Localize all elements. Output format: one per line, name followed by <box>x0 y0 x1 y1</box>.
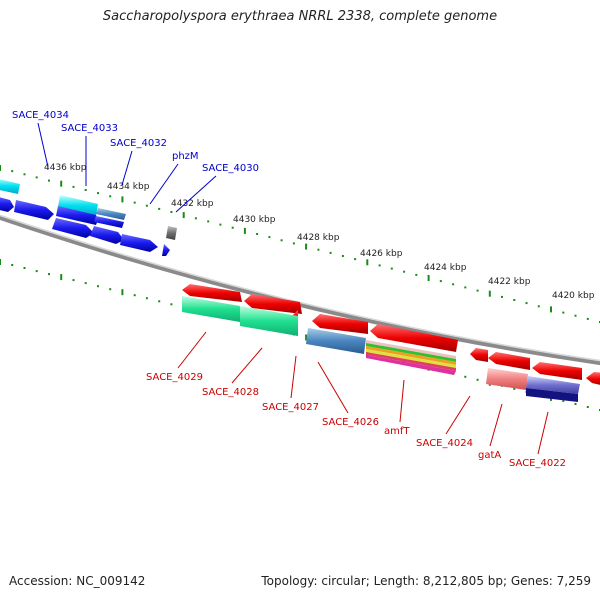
scale-label: 4434 kbp <box>107 182 150 192</box>
gene-arrow[interactable] <box>470 348 488 362</box>
scale-label: 4430 kbp <box>233 215 276 225</box>
scale-label: 4428 kbp <box>297 233 340 243</box>
gene-feature[interactable] <box>58 195 98 216</box>
scale-label: 4424 kbp <box>424 263 467 273</box>
gene-arrow[interactable] <box>312 314 368 334</box>
leader-line <box>489 403 503 447</box>
gene-arrow[interactable] <box>488 352 530 370</box>
gene-label-sace-4026[interactable]: SACE_4026 <box>322 417 379 428</box>
reverse-genes <box>182 284 600 402</box>
gene-feature[interactable] <box>240 306 298 336</box>
gene-arrow[interactable] <box>56 206 98 225</box>
gene-label-gata[interactable]: gatA <box>478 450 501 461</box>
leader-line <box>149 163 179 205</box>
leader-line <box>317 361 349 414</box>
gene-arrow[interactable] <box>182 284 242 302</box>
bottom-leader-lines <box>177 331 549 455</box>
gene-feature[interactable] <box>0 178 20 194</box>
gene-label-sace-4029[interactable]: SACE_4029 <box>146 372 203 383</box>
bottom-gene-labels: SACE_4029 SACE_4028 SACE_4027 SACE_4026 … <box>146 372 566 469</box>
gene-arrow[interactable] <box>90 226 124 244</box>
leader-line <box>231 347 263 384</box>
gene-label-phzm[interactable]: phzM <box>172 151 199 162</box>
outer-scale-ticks <box>0 165 600 323</box>
scale-label: 4436 kbp <box>44 163 87 173</box>
gene-arrow[interactable] <box>0 196 14 212</box>
gene-feature[interactable] <box>486 368 528 390</box>
forward-genes <box>0 178 177 256</box>
scale-label: 4426 kbp <box>360 249 403 259</box>
top-gene-labels: SACE_4034 SACE_4033 SACE_4032 phzM SACE_… <box>12 110 259 174</box>
gene-arrow[interactable] <box>120 234 158 252</box>
gene-feature[interactable] <box>166 226 177 240</box>
gene-label-sace-4034[interactable]: SACE_4034 <box>12 110 69 121</box>
gene-label-sace-4032[interactable]: SACE_4032 <box>110 138 167 149</box>
gene-arrow[interactable] <box>532 362 582 380</box>
scale-label: 4422 kbp <box>488 277 531 287</box>
gene-label-sace-4030[interactable]: SACE_4030 <box>202 163 259 174</box>
leader-line <box>399 379 405 423</box>
gene-arrow[interactable] <box>370 324 458 352</box>
scale-label: 4420 kbp <box>552 291 595 301</box>
leader-line <box>445 395 471 435</box>
leader-line <box>537 411 549 455</box>
gene-feature[interactable] <box>306 328 366 354</box>
gene-label-amft[interactable]: amfT <box>384 426 410 437</box>
leader-line <box>37 122 49 168</box>
gene-arrow[interactable] <box>94 216 124 228</box>
gene-label-sace-4024[interactable]: SACE_4024 <box>416 438 473 449</box>
gene-feature[interactable] <box>526 376 580 394</box>
top-leader-lines <box>37 122 217 213</box>
gene-arrow[interactable] <box>586 372 600 386</box>
gene-feature-stripes[interactable] <box>366 340 456 375</box>
genome-summary-text: Topology: circular; Length: 8,212,805 bp… <box>261 574 591 588</box>
accession-text: Accession: NC_009142 <box>9 574 146 588</box>
map-title: Saccharopolyspora erythraea NRRL 2338, c… <box>102 9 498 24</box>
leader-line <box>175 175 217 213</box>
gene-arrow[interactable] <box>14 200 54 220</box>
gene-label-sace-4022[interactable]: SACE_4022 <box>509 458 566 469</box>
gene-feature[interactable] <box>526 388 578 402</box>
gene-arrow[interactable] <box>52 218 94 238</box>
leader-line <box>121 150 133 186</box>
leader-line <box>177 331 207 369</box>
scale-labels: 4436 kbp 4434 kbp 4432 kbp 4430 kbp 4428… <box>44 163 595 301</box>
leader-line <box>290 355 297 399</box>
gene-label-sace-4027[interactable]: SACE_4027 <box>262 402 319 413</box>
gene-label-sace-4033[interactable]: SACE_4033 <box>61 123 118 134</box>
gene-arrow[interactable] <box>162 244 170 256</box>
gene-arrow[interactable] <box>244 294 302 314</box>
gene-feature[interactable] <box>96 208 126 220</box>
gene-feature[interactable] <box>182 296 240 322</box>
scale-label: 4432 kbp <box>171 199 214 209</box>
gene-label-sace-4028[interactable]: SACE_4028 <box>202 387 259 398</box>
